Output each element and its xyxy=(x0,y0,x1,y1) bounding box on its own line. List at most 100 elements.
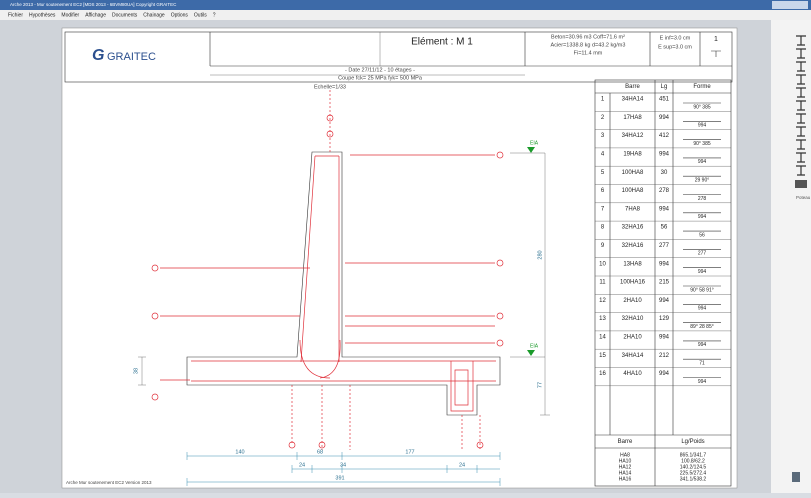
bar-shape-label: 994 xyxy=(698,306,707,312)
bar-length: 56 xyxy=(661,225,668,231)
scale: Echelle=1/33 xyxy=(314,84,346,90)
bar-length: 994 xyxy=(659,371,670,377)
bar-number: 15 xyxy=(599,353,606,359)
column-header: Forme xyxy=(693,84,711,90)
menu-item[interactable]: Affichage xyxy=(85,12,106,18)
menu-item[interactable]: Options xyxy=(171,12,189,18)
bar-length: 30 xyxy=(661,170,668,176)
bar-shape-label: 90° 385 xyxy=(693,104,711,110)
bar-number: 11 xyxy=(599,280,606,286)
bar-length: 212 xyxy=(659,353,670,359)
menu-item[interactable]: Documents xyxy=(112,12,138,18)
bar-shape-label: 89° 28 85° xyxy=(690,324,713,330)
bar-number: 12 xyxy=(599,298,606,304)
bar-number: 16 xyxy=(599,371,606,377)
menu-item[interactable]: Hypothèses xyxy=(29,12,56,18)
status-icon[interactable] xyxy=(792,472,800,482)
dimension: 391 xyxy=(335,475,344,481)
dimension: 280 xyxy=(537,250,543,259)
bar-name: 34HA14 xyxy=(622,353,644,359)
bar-shape-label: 90° 385 xyxy=(693,141,711,147)
bar-name: 7HA8 xyxy=(625,206,641,212)
dimension: 177 xyxy=(405,449,414,455)
summary-cell: HA16 xyxy=(619,476,632,482)
screen: Arche 2013 - Mur soutenement EC2 [MDS 20… xyxy=(0,0,811,493)
bar-length: 994 xyxy=(659,261,670,267)
bar-length: 215 xyxy=(659,280,670,286)
bar-shape-label: 994 xyxy=(698,269,707,275)
footer: Arche Mur soutenement EC2 Version 2013 xyxy=(66,480,152,485)
window-title: Arche 2013 - Mur soutenement EC2 [MDS 20… xyxy=(10,2,177,7)
bar-length: 277 xyxy=(659,243,670,249)
bar-name: 4HA10 xyxy=(623,371,642,377)
bar-shape-label: 278 xyxy=(698,196,707,202)
dimension: 140 xyxy=(235,449,244,455)
stat: Beton=30.96 m3 Coff=71.6 m² xyxy=(551,34,625,40)
column-header: Barre xyxy=(625,84,640,90)
bar-name: 2HA10 xyxy=(623,334,642,340)
bar-number: 14 xyxy=(599,334,606,340)
bar-name: 100HA8 xyxy=(622,188,644,194)
toolbar xyxy=(771,20,811,493)
bar-name: 34HA14 xyxy=(622,97,644,103)
menu-item[interactable]: ? xyxy=(213,12,216,18)
bar-name: 19HA8 xyxy=(623,151,642,157)
dimension: 24 xyxy=(459,462,465,468)
menu-item[interactable]: Fichier xyxy=(8,12,23,18)
section-info: Coupe fck= 25 MPa fyk= 500 MPa xyxy=(338,75,423,81)
logo: GRAITEC xyxy=(107,51,156,63)
bar-shape-label: 994 xyxy=(698,123,707,129)
bar-shape-label: 56 xyxy=(699,232,705,238)
bar-length: 278 xyxy=(659,188,670,194)
summary-header: Lg/Poids xyxy=(681,439,704,445)
dimension: 77 xyxy=(537,382,543,388)
menu-item[interactable]: Chainage xyxy=(143,12,165,18)
bar-name: 17HA8 xyxy=(623,115,642,121)
bar-length: 129 xyxy=(659,316,670,322)
cover: E inf=3.0 cm xyxy=(660,35,691,41)
bar-length: 412 xyxy=(659,133,670,139)
window-buttons[interactable] xyxy=(772,1,808,9)
bar-number: 10 xyxy=(599,261,606,267)
bar-length: 994 xyxy=(659,115,670,121)
menu-item[interactable]: Outils xyxy=(194,12,207,18)
logo-g: G xyxy=(92,47,104,64)
bar-name: 100HA8 xyxy=(622,170,644,176)
bar-shape-label: 71 xyxy=(699,361,705,367)
panel-label: Poteau xyxy=(796,195,811,200)
stat: Fi=11.4 mm xyxy=(574,50,603,56)
bar-length: 994 xyxy=(659,334,670,340)
bar-name: 100HA16 xyxy=(620,280,646,286)
bar-shape-label: 994 xyxy=(698,214,707,220)
bar-name: 32HA10 xyxy=(622,316,644,322)
dimension: 68 xyxy=(317,449,323,455)
dimension: 34 xyxy=(340,462,346,468)
cover: E sup=3.0 cm xyxy=(658,44,692,50)
bar-name: 34HA12 xyxy=(622,133,644,139)
bar-length: 451 xyxy=(659,97,670,103)
dimension: 24 xyxy=(299,462,305,468)
bar-name: 2HA10 xyxy=(623,298,642,304)
bar-shape-label: 994 xyxy=(698,342,707,348)
bar-length: 994 xyxy=(659,298,670,304)
level-label: EIA xyxy=(530,140,539,146)
column-header: Lg xyxy=(661,84,668,90)
stat: Acier=1338.8 kg d=43.2 kg/m3 xyxy=(551,42,626,48)
bar-name: 32HA16 xyxy=(622,243,644,249)
bar-name: 13HA8 xyxy=(623,261,642,267)
summary-header: Barre xyxy=(618,439,633,445)
level-label: EIA xyxy=(530,343,539,349)
bar-number: 13 xyxy=(599,316,606,322)
bar-shape-label: 994 xyxy=(698,159,707,165)
summary-cell: 341.1/538.2 xyxy=(680,476,707,482)
bar-shape-label: 29 90° xyxy=(695,178,710,184)
bar-shape-label: 277 xyxy=(698,251,707,257)
bar-length: 994 xyxy=(659,206,670,212)
sheet-number: 1 xyxy=(714,36,718,43)
element-name: Elément : M 1 xyxy=(411,37,473,48)
bar-name: 32HA16 xyxy=(622,225,644,231)
menu-item[interactable]: Modifier xyxy=(61,12,79,18)
bar-shape-label: 90° 58 91° xyxy=(690,287,713,293)
tool-button[interactable] xyxy=(795,180,807,188)
bar-shape-label: 994 xyxy=(698,379,707,385)
